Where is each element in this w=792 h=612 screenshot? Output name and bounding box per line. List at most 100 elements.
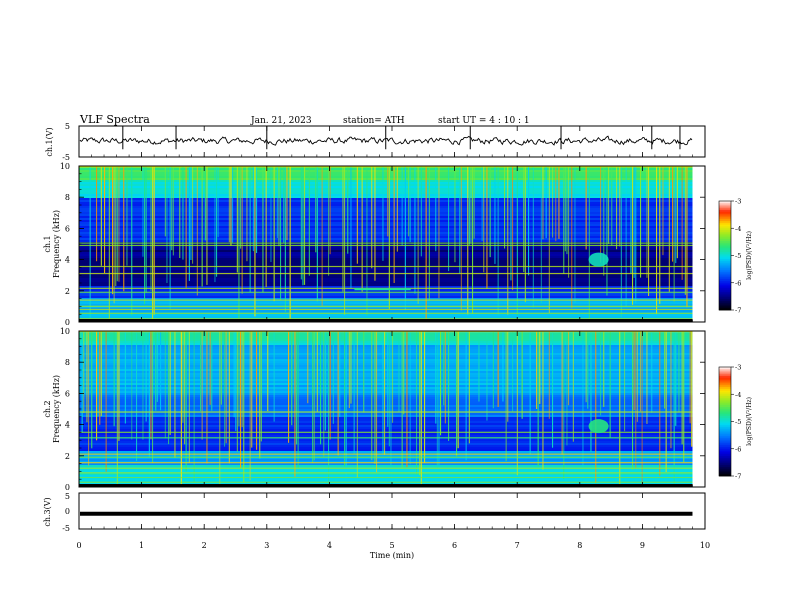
spec-sferic-streak: [104, 166, 106, 273]
spec-sferic-streak: [238, 331, 240, 427]
spec-sferic-streak: [673, 331, 675, 484]
ch1-spec-yticks: 0 2 4 6 8 10: [60, 162, 705, 327]
colorbar-label: log(PSD)(V²/Hz): [746, 397, 753, 446]
spec-sferic-streak: [420, 331, 422, 485]
spec-sferic-streak: [142, 166, 144, 257]
spec-sferic-streak: [150, 166, 152, 291]
spec-sferic-streak: [304, 166, 306, 285]
spec-band-cell: [79, 290, 693, 293]
spec-sferic-streak: [600, 166, 602, 263]
spec-band-cell: [79, 214, 693, 217]
spec-sferic-streak: [332, 331, 334, 424]
spec-ytick-label: 10: [60, 162, 70, 171]
spec-sferic-streak: [582, 331, 584, 486]
colorbar-cell: [719, 282, 731, 285]
spec-sferic-streak: [246, 166, 248, 262]
ch3-frame: [78, 492, 706, 530]
spec-band-cell: [79, 395, 693, 398]
spec-sferic-streak: [521, 331, 523, 419]
spec-sferic-streak: [347, 166, 349, 254]
colorbar-cell: [719, 426, 731, 430]
colorbar-cell: [719, 237, 731, 240]
colorbar-cell: [719, 370, 731, 373]
colorbar-cell: [719, 445, 731, 448]
colorbar-cell: [719, 228, 731, 231]
spec-band-cell: [79, 385, 693, 388]
spec-sferic-streak: [640, 331, 642, 412]
spec-band-cell: [79, 347, 693, 350]
spec-band-cell: [79, 345, 693, 348]
spec-sferic-streak: [545, 166, 547, 239]
spec-sferic-streak: [100, 166, 102, 266]
spec-band-cell: [79, 377, 693, 380]
spec-sferic-streak: [145, 331, 147, 422]
spec-sferic-streak: [206, 166, 208, 285]
spec-sferic-streak: [424, 331, 426, 463]
colorbar-cell: [719, 302, 731, 305]
spec-sferic-streak: [182, 166, 184, 260]
spec-sferic-streak: [523, 166, 525, 273]
spec-band-cell: [79, 204, 693, 207]
spec-band-cell: [79, 228, 693, 231]
colorbar-cell: [719, 217, 731, 220]
colorbar-label: log(PSD)(V²/Hz): [746, 231, 753, 280]
spec-sferic-streak: [528, 166, 530, 276]
time-tick-label: 1: [139, 541, 144, 550]
spec-sferic-streak: [492, 331, 494, 409]
colorbar-cell: [719, 446, 731, 450]
spec-band-cell: [79, 222, 693, 225]
spec-sferic-streak: [160, 331, 162, 411]
spec-band-cell: [79, 218, 693, 221]
spec-sferic-streak: [646, 166, 648, 278]
spec-sferic-streak: [278, 166, 280, 247]
spec-band-cell: [79, 206, 693, 209]
spec-sferic-streak: [473, 166, 475, 239]
spec-sferic-streak: [81, 331, 83, 433]
spec-sferic-streak: [419, 331, 421, 476]
spec-band-cell: [79, 174, 693, 177]
colorbar-cell: [719, 273, 731, 276]
spec-sferic-streak: [296, 331, 298, 445]
spec-sferic-streak: [190, 166, 192, 260]
spec-band-cell: [79, 302, 693, 305]
spec-emission-blob: [588, 419, 609, 434]
spec-band-cell: [79, 337, 693, 340]
spec-band-cell: [79, 180, 693, 183]
spec-band-cell: [79, 477, 693, 480]
colorbar-cell: [719, 304, 731, 307]
colorbar-tick-label: -3: [735, 198, 741, 206]
spec-band-cell: [79, 421, 693, 424]
spec-sferic-streak: [126, 166, 128, 266]
spec-tone-line: [79, 291, 693, 293]
colorbar-cell: [719, 299, 731, 302]
spec-sferic-streak: [603, 331, 605, 407]
spec-band-cell: [79, 333, 693, 336]
colorbar-cell: [719, 372, 731, 375]
spec-sferic-streak: [457, 331, 459, 449]
spec-sferic-streak: [564, 166, 566, 252]
spec-sferic-streak: [184, 331, 186, 445]
spec-sferic-streak: [691, 331, 693, 447]
time-axis: 0 1 2 3 4 5 6 7 8 9 10: [76, 126, 710, 550]
spec-sferic-streak: [659, 331, 661, 476]
colorbar-cell: [719, 414, 731, 417]
spec-tone-line: [79, 456, 693, 458]
spec-band-cell: [79, 282, 693, 285]
colorbar-cell: [719, 416, 731, 419]
colorbar-cell: [719, 235, 731, 238]
colorbar-cell: [719, 406, 731, 410]
ch1-colorbar: -3 -4 -5 -6 -7 log(PSD)(V²/Hz): [718, 198, 753, 315]
spec-sferic-streak: [206, 331, 208, 464]
spec-sferic-streak: [316, 166, 318, 302]
ch1-waveform-panel: 5 -5 ch.1(V): [45, 122, 706, 162]
colorbar-cell: [719, 270, 731, 273]
spec-sferic-streak: [512, 331, 514, 412]
time-tick-label: 8: [577, 541, 582, 550]
spec-band-cell: [79, 234, 693, 237]
spec-sferic-streak: [686, 166, 688, 308]
colorbar-cell: [719, 459, 731, 462]
spec-sferic-streak: [300, 166, 302, 280]
ch2-spectrogram-marks: [78, 330, 706, 488]
spec-band-cell: [79, 176, 693, 179]
spec-band-cell: [79, 405, 693, 408]
